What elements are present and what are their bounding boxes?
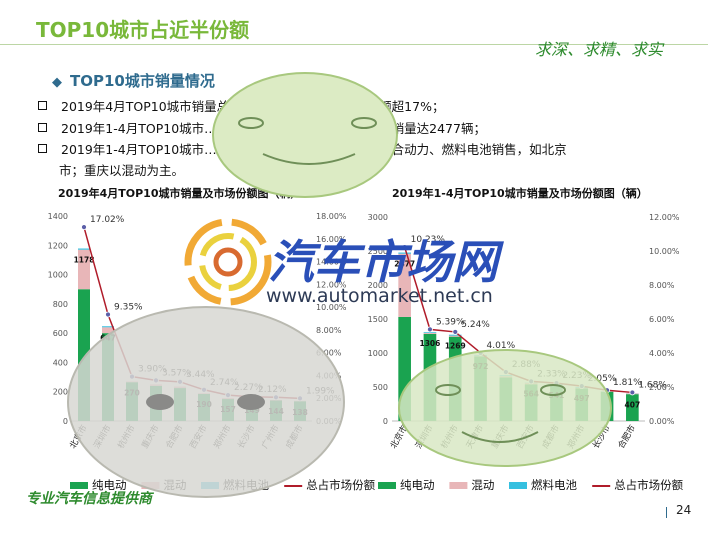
y2-tick-label: 0.00% <box>649 417 675 426</box>
footer-slogan: 专业汽车信息提供商 <box>26 491 152 507</box>
y-tick-label: 200 <box>53 388 68 397</box>
share-point <box>477 349 484 356</box>
page-title: TOP10城市占近半份额 <box>36 18 250 42</box>
total-label: 1306 <box>420 339 441 348</box>
motto: 求深、求精、求实 <box>535 40 664 59</box>
share-point <box>427 326 433 333</box>
bar-segment <box>600 391 614 421</box>
bar-segment <box>448 334 462 336</box>
legend-label: 纯电动 <box>400 478 435 492</box>
y-tick-label: 2000 <box>368 281 388 290</box>
x-tick-label: 深圳市 <box>413 423 436 451</box>
x-tick-label: 成都市 <box>540 423 563 451</box>
share-label: 1.68% <box>638 380 667 390</box>
total-label: 564 <box>523 390 539 399</box>
legend-label: 混动 <box>471 478 494 492</box>
y2-tick-label: 8.00% <box>649 281 675 290</box>
x-tick-label: 天津市 <box>464 423 487 451</box>
share-label: 5.24% <box>461 320 490 330</box>
share-point <box>629 389 636 396</box>
share-point <box>502 369 509 375</box>
chart2-title: 2019年1-4月TOP10城市销量及市场份额图（辆） <box>392 187 648 200</box>
bar-segment <box>499 376 513 378</box>
bar-segment <box>78 249 90 290</box>
y-tick-label: 400 <box>53 358 68 367</box>
x-tick-label: 郑州市 <box>565 423 588 451</box>
legend-swatch <box>378 482 396 489</box>
total-label: 2477 <box>394 260 415 269</box>
y-tick-label: 600 <box>53 329 68 338</box>
x-tick-label: 杭州市 <box>439 423 462 451</box>
legend-swatch <box>449 482 468 489</box>
bar-segment <box>423 332 437 333</box>
total-label: 497 <box>574 394 590 403</box>
bar-segment <box>398 252 411 254</box>
share-point <box>401 244 408 250</box>
share-point <box>81 224 87 231</box>
bar-segment <box>448 335 462 337</box>
x-tick-label: 长沙市 <box>590 423 613 451</box>
y-tick-label: 1200 <box>48 241 68 250</box>
legend-label: 总占市场份额 <box>614 478 683 492</box>
total-label: 407 <box>625 400 641 409</box>
square-bullet-icon <box>38 123 47 132</box>
bar-segment <box>499 375 513 377</box>
bar-segment <box>78 248 90 250</box>
y2-tick-label: 18.00% <box>316 212 347 221</box>
y2-tick-label: 12.00% <box>316 280 347 289</box>
share-label: 1.81% <box>613 378 642 388</box>
y2-tick-label: 16.00% <box>316 235 347 244</box>
share-point <box>604 387 610 394</box>
y2-tick-label: 6.00% <box>649 315 675 324</box>
y-tick-label: 3000 <box>368 213 388 222</box>
x-tick-label: 北京市 <box>388 423 411 451</box>
y-tick-label: 1400 <box>48 212 68 221</box>
share-label: 5.39% <box>436 317 465 327</box>
share-label: 4.01% <box>487 341 516 351</box>
share-point <box>452 329 459 335</box>
share-label: 10.23% <box>411 235 446 245</box>
share-point <box>528 378 535 385</box>
bar-segment <box>626 394 639 421</box>
square-bullet-icon <box>38 144 47 153</box>
y-tick-label: 0 <box>63 417 68 426</box>
y2-tick-label: 4.00% <box>649 349 675 358</box>
share-point <box>578 383 585 390</box>
y-tick-label: 1500 <box>368 315 388 324</box>
legend-label: 燃料电池 <box>531 478 577 492</box>
legend-swatch <box>509 482 527 489</box>
bar-segment <box>398 316 411 421</box>
y-tick-label: 2500 <box>368 247 388 256</box>
total-label: 972 <box>473 362 489 371</box>
y-tick-label: 1000 <box>368 349 388 358</box>
bar-segment <box>423 332 437 334</box>
title-divider <box>0 44 708 45</box>
bar-segment <box>398 253 411 317</box>
x-tick-label: 西安市 <box>514 423 537 451</box>
y-tick-label: 1000 <box>48 271 68 280</box>
square-bullet-icon <box>38 101 47 110</box>
page-divider <box>666 507 667 518</box>
total-label: 1269 <box>445 342 466 351</box>
share-point <box>553 380 560 386</box>
x-tick-label: 重庆市 <box>489 423 512 451</box>
y-tick-label: 800 <box>53 300 68 309</box>
y2-tick-label: 2.00% <box>649 383 675 392</box>
section-heading-text: TOP10城市销量情况 <box>70 72 215 90</box>
total-label: 541 <box>549 391 565 400</box>
bullet-continuation: 市；重庆以混动为主。 <box>59 163 185 178</box>
y2-tick-label: 10.00% <box>649 247 680 256</box>
total-label: 1178 <box>74 256 95 265</box>
bar-segment <box>499 377 513 421</box>
section-heading: ◆ TOP10城市销量情况 <box>52 70 215 91</box>
y-tick-label: 500 <box>373 383 388 392</box>
y-tick-label: 0 <box>383 417 388 426</box>
y2-tick-label: 12.00% <box>649 213 680 222</box>
share-label: 17.02% <box>90 215 125 225</box>
page-number: 24 <box>676 503 692 517</box>
diamond-icon: ◆ <box>52 75 62 90</box>
y2-tick-label: 14.00% <box>316 258 347 267</box>
x-tick-label: 合肥市 <box>616 423 639 451</box>
